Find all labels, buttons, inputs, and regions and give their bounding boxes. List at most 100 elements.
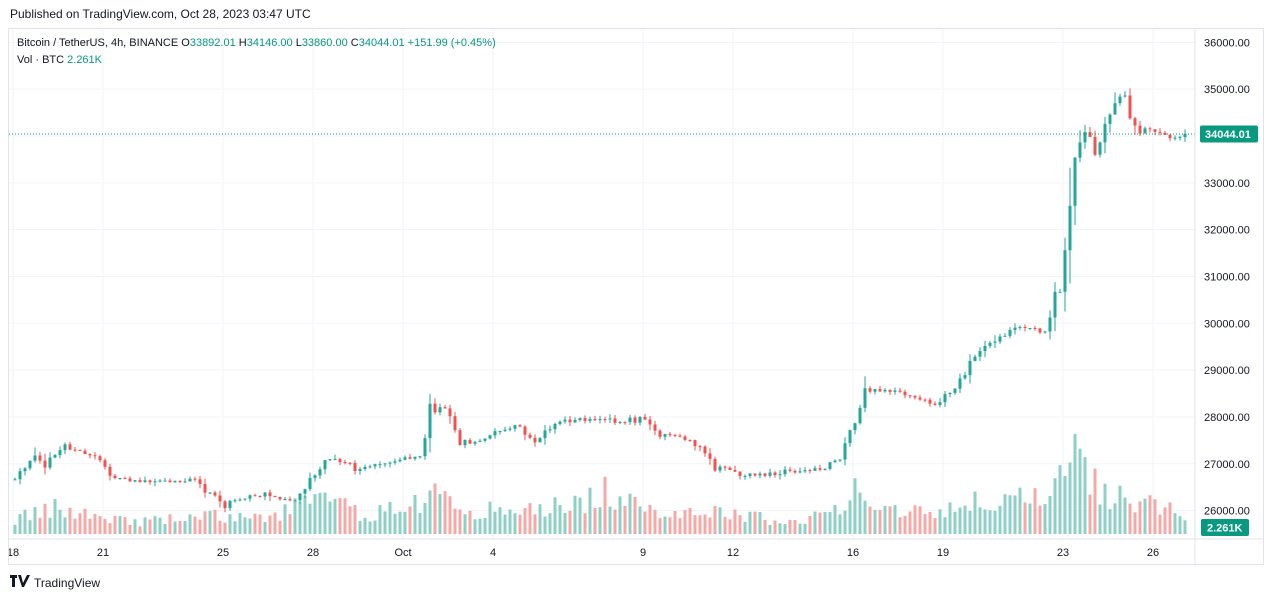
candle-body <box>683 436 687 440</box>
volume-bar <box>583 513 587 534</box>
price-tick-label: 26000.00 <box>1204 506 1250 518</box>
candle-body <box>508 428 512 430</box>
volume-bar <box>363 517 367 534</box>
volume-bar <box>668 517 672 534</box>
volume-bar <box>543 516 547 534</box>
candles <box>13 88 1187 513</box>
candle-body <box>803 470 807 472</box>
volume-bar <box>718 507 722 534</box>
candle-body <box>1153 129 1157 132</box>
volume-bar <box>793 519 797 534</box>
volume-bar <box>183 521 187 534</box>
volume-bar <box>23 509 27 534</box>
candle-body <box>258 496 262 498</box>
candle-body <box>198 479 202 484</box>
candle-body <box>1008 330 1012 336</box>
legend-volume-label[interactable]: Vol · BTC <box>17 54 65 66</box>
last-price-badge: 34044.01 <box>1200 125 1258 143</box>
candle-body <box>843 443 847 460</box>
candle-body <box>568 419 572 423</box>
candle-body <box>788 469 792 471</box>
legend-symbol[interactable]: Bitcoin / TetherUS, 4h, BINANCE <box>17 37 179 49</box>
time-tick-label: 12 <box>727 547 739 559</box>
footer-brand-text[interactable]: TradingView <box>34 575 101 590</box>
candle-body <box>323 460 327 470</box>
volume-bar <box>948 502 952 534</box>
volume-bar <box>853 478 857 534</box>
volume-bar <box>878 510 882 534</box>
candle-body <box>53 455 57 458</box>
candle-body <box>363 466 367 470</box>
candle-body <box>1183 133 1187 138</box>
candle-body <box>1113 103 1117 115</box>
volume-bar <box>1108 509 1112 534</box>
time-axis[interactable]: 18 21 25 28 Oct 4 9 12 16 19 23 26 <box>9 547 1159 559</box>
candle-body <box>738 471 742 477</box>
candle-body <box>523 426 527 435</box>
candle-body <box>743 475 747 477</box>
volume-bar <box>603 476 607 534</box>
candle-body <box>128 478 132 482</box>
volume-bar <box>168 514 172 534</box>
legend-open-label: O <box>181 37 190 49</box>
volume-bar <box>378 505 382 534</box>
candle-body <box>328 459 332 461</box>
candle-body <box>918 397 922 400</box>
legend-volume-value: 2.261K <box>67 54 103 66</box>
candle-body <box>33 455 37 461</box>
candle-body <box>308 477 312 490</box>
candle-body <box>483 438 487 441</box>
volume-bar <box>438 494 442 534</box>
volume-bar <box>293 498 297 534</box>
volume-bar <box>758 512 762 534</box>
candle-body <box>223 501 227 509</box>
volume-bar <box>268 515 272 534</box>
candle-body <box>203 483 207 493</box>
volume-bar <box>458 509 462 534</box>
candle-body <box>898 390 902 392</box>
candle-body <box>1033 327 1037 329</box>
volume-bar <box>843 510 847 534</box>
candle-body <box>873 389 877 392</box>
candle-body <box>928 399 932 404</box>
volume-bar <box>1023 502 1027 534</box>
candle-body <box>823 468 827 470</box>
candle-body <box>658 430 662 437</box>
price-chart[interactable]: 26000.00 27000.00 28000.00 29000.00 30000.00… <box>9 29 1263 564</box>
volume-bar <box>1128 503 1132 534</box>
volume-bar <box>148 519 152 534</box>
candle-body <box>513 425 517 429</box>
volume-bar <box>68 507 72 534</box>
candle-body <box>1158 131 1162 133</box>
legend-row-volume: Vol · BTC 2.261K <box>17 52 496 69</box>
volume-bar <box>288 514 292 534</box>
volume-bar <box>513 513 517 534</box>
volume-bar <box>753 511 757 534</box>
chart-frame <box>8 28 1264 565</box>
candle-body <box>173 480 177 483</box>
candle-body <box>423 438 427 457</box>
volume-bar <box>98 516 102 534</box>
volume-bar <box>943 517 947 534</box>
candle-body <box>368 466 372 468</box>
price-axis[interactable]: 26000.00 27000.00 28000.00 29000.00 30000.00… <box>1204 37 1250 517</box>
volume-bar <box>608 506 612 534</box>
time-tick-label: 25 <box>217 547 229 559</box>
tradingview-logo-icon[interactable] <box>10 575 30 590</box>
candle-body <box>1013 327 1017 331</box>
candle-body <box>248 495 252 499</box>
volume-bar <box>373 520 377 534</box>
candle-body <box>793 470 797 473</box>
candle-body <box>653 424 657 431</box>
volume-bar <box>613 509 617 534</box>
volume-bar <box>833 504 837 534</box>
candle-body <box>773 472 777 476</box>
candle-body <box>818 468 822 470</box>
volume-bar <box>28 520 32 534</box>
candle-body <box>923 399 927 401</box>
candle-body <box>488 435 492 439</box>
volume-bar <box>198 519 202 534</box>
volume-bar <box>558 505 562 534</box>
volume-bar <box>808 515 812 534</box>
volume-bar <box>698 515 702 534</box>
